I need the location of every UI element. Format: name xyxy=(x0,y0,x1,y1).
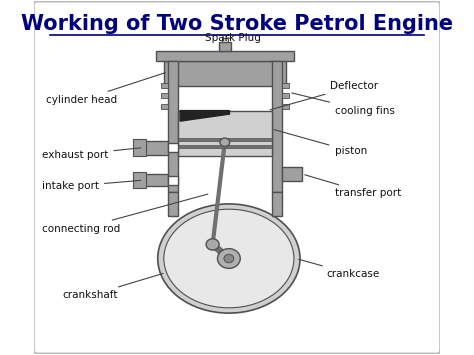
Bar xyxy=(219,42,231,51)
Bar xyxy=(161,104,168,109)
Bar xyxy=(133,139,146,156)
Text: Working of Two Stroke Petrol Engine: Working of Two Stroke Petrol Engine xyxy=(21,14,453,34)
Text: intake port: intake port xyxy=(42,180,141,191)
Circle shape xyxy=(220,138,230,147)
Bar xyxy=(272,61,282,192)
Bar xyxy=(164,61,286,86)
Bar xyxy=(282,104,289,109)
Bar xyxy=(282,83,289,88)
Circle shape xyxy=(218,248,240,268)
Bar xyxy=(178,138,272,141)
Text: Deflector: Deflector xyxy=(270,81,379,110)
Bar xyxy=(282,167,302,181)
Bar xyxy=(178,110,272,156)
Text: connecting rod: connecting rod xyxy=(42,194,208,234)
Text: piston: piston xyxy=(274,130,367,156)
Bar xyxy=(156,51,294,61)
Text: transfer port: transfer port xyxy=(305,175,401,198)
Ellipse shape xyxy=(164,209,294,308)
Text: exhaust port: exhaust port xyxy=(42,148,141,160)
Bar xyxy=(168,61,178,192)
Bar xyxy=(144,174,168,186)
Bar xyxy=(221,38,228,42)
Bar xyxy=(178,145,272,148)
Bar xyxy=(272,192,282,216)
Circle shape xyxy=(224,254,234,263)
Text: cylinder head: cylinder head xyxy=(46,73,165,105)
Bar xyxy=(161,83,168,88)
Text: cooling fins: cooling fins xyxy=(292,93,394,116)
Bar xyxy=(168,192,178,216)
Bar xyxy=(133,172,146,188)
Ellipse shape xyxy=(158,204,300,313)
Bar xyxy=(282,93,289,98)
Text: crankshaft: crankshaft xyxy=(62,273,163,300)
Text: Spark Plug: Spark Plug xyxy=(205,33,261,43)
Bar xyxy=(168,176,178,185)
Bar xyxy=(168,143,178,153)
Circle shape xyxy=(206,239,219,250)
Bar xyxy=(161,93,168,98)
Polygon shape xyxy=(180,110,229,121)
Bar xyxy=(144,141,168,155)
Text: crankcase: crankcase xyxy=(299,259,380,279)
